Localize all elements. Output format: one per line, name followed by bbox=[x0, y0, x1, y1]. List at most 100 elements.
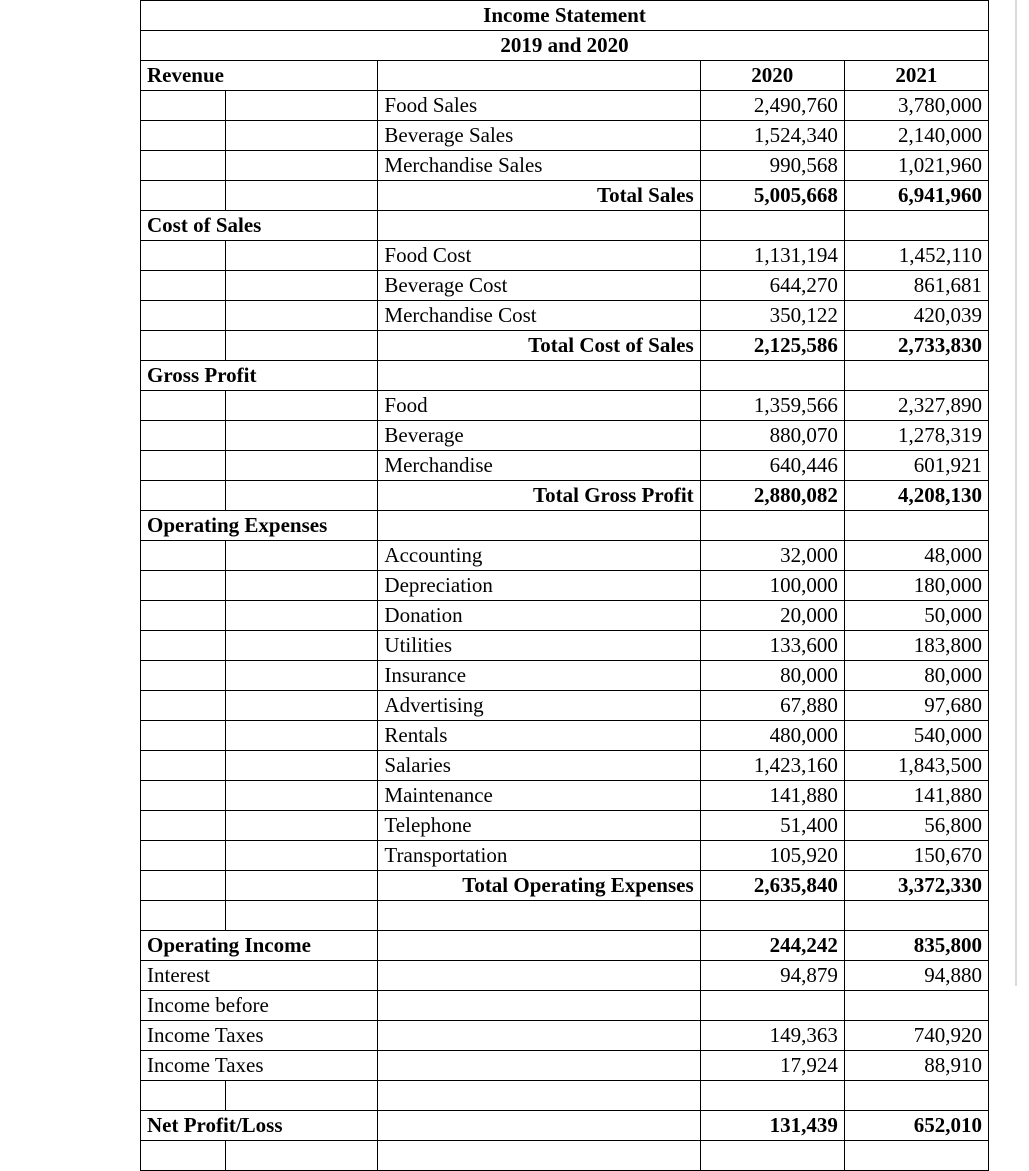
footer-row-3-y1: 149,363 bbox=[700, 1021, 844, 1051]
net-profit-y2: 652,010 bbox=[844, 1111, 988, 1141]
table-row: Telephone51,40056,800 bbox=[141, 811, 989, 841]
gross-profit-row-2-y1: 640,446 bbox=[700, 451, 844, 481]
footer-row-2-y1 bbox=[700, 991, 844, 1021]
operating-expenses-row-4-label: Insurance bbox=[378, 661, 700, 691]
table-row: Net Profit/Loss 131,439652,010 bbox=[141, 1111, 989, 1141]
operating-expenses-row-5-label: Advertising bbox=[378, 691, 700, 721]
cost-of-sales-row-0-y1: 1,131,194 bbox=[700, 241, 844, 271]
revenue-row-0-y2: 3,780,000 bbox=[844, 91, 988, 121]
table-row: Insurance80,00080,000 bbox=[141, 661, 989, 691]
table-row: Food Sales2,490,7603,780,000 bbox=[141, 91, 989, 121]
section-row: Gross Profit bbox=[141, 361, 989, 391]
cost-of-sales-row-1-label: Beverage Cost bbox=[378, 271, 700, 301]
operating-expenses-row-0-label: Accounting bbox=[378, 541, 700, 571]
operating-expenses-row-8-label: Maintenance bbox=[378, 781, 700, 811]
table-row: Interest 94,87994,880 bbox=[141, 961, 989, 991]
table-row: Accounting32,00048,000 bbox=[141, 541, 989, 571]
revenue-total-y2: 6,941,960 bbox=[844, 181, 988, 211]
gross-profit-total-y1: 2,880,082 bbox=[700, 481, 844, 511]
footer-row-4-label: Income Taxes bbox=[141, 1051, 378, 1081]
operating-expenses-row-8-y1: 141,880 bbox=[700, 781, 844, 811]
col-header-year1: 2020 bbox=[700, 61, 844, 91]
operating-expenses-row-9-label: Telephone bbox=[378, 811, 700, 841]
operating-expenses-row-3-label: Utilities bbox=[378, 631, 700, 661]
title-row-1: Income Statement bbox=[141, 1, 989, 31]
gross-profit-total-label: Total Gross Profit bbox=[378, 481, 700, 511]
revenue-row-1-y2: 2,140,000 bbox=[844, 121, 988, 151]
cost-of-sales-row-0-y2: 1,452,110 bbox=[844, 241, 988, 271]
operating-expenses-row-3-y1: 133,600 bbox=[700, 631, 844, 661]
footer-row-1-label: Interest bbox=[141, 961, 378, 991]
operating-expenses-row-3-y2: 183,800 bbox=[844, 631, 988, 661]
footer-row-1-y2: 94,880 bbox=[844, 961, 988, 991]
table-row: Donation20,00050,000 bbox=[141, 601, 989, 631]
operating-expenses-row-1-y1: 100,000 bbox=[700, 571, 844, 601]
footer-row-4-y2: 88,910 bbox=[844, 1051, 988, 1081]
income-statement-table: Income Statement2019 and 2020Revenue 2020… bbox=[140, 0, 989, 1171]
title-line-1: Income Statement bbox=[141, 1, 989, 31]
footer-row-0-y1: 244,242 bbox=[700, 931, 844, 961]
footer-row-0-y2: 835,800 bbox=[844, 931, 988, 961]
table-row: Total Cost of Sales2,125,5862,733,830 bbox=[141, 331, 989, 361]
revenue-row-2-label: Merchandise Sales bbox=[378, 151, 700, 181]
net-profit-y1: 131,439 bbox=[700, 1111, 844, 1141]
operating-expenses-total-label: Total Operating Expenses bbox=[378, 871, 700, 901]
operating-expenses-row-1-y2: 180,000 bbox=[844, 571, 988, 601]
section-header-revenue: Revenue bbox=[141, 61, 378, 91]
revenue-row-0-label: Food Sales bbox=[378, 91, 700, 121]
operating-expenses-row-10-y2: 150,670 bbox=[844, 841, 988, 871]
operating-expenses-total-y1: 2,635,840 bbox=[700, 871, 844, 901]
table-row: Merchandise640,446601,921 bbox=[141, 451, 989, 481]
table-row: Advertising67,88097,680 bbox=[141, 691, 989, 721]
operating-expenses-row-9-y2: 56,800 bbox=[844, 811, 988, 841]
operating-expenses-row-4-y1: 80,000 bbox=[700, 661, 844, 691]
column-header-row: Revenue20202021 bbox=[141, 61, 989, 91]
spacer-row bbox=[141, 1141, 989, 1171]
operating-expenses-row-7-y2: 1,843,500 bbox=[844, 751, 988, 781]
cost-of-sales-total-label: Total Cost of Sales bbox=[378, 331, 700, 361]
cost-of-sales-total-y1: 2,125,586 bbox=[700, 331, 844, 361]
operating-expenses-row-4-y2: 80,000 bbox=[844, 661, 988, 691]
revenue-row-1-y1: 1,524,340 bbox=[700, 121, 844, 151]
table-row: Beverage Sales1,524,3402,140,000 bbox=[141, 121, 989, 151]
table-row: Total Sales5,005,6686,941,960 bbox=[141, 181, 989, 211]
section-row: Operating Expenses bbox=[141, 511, 989, 541]
table-row: Total Gross Profit2,880,0824,208,130 bbox=[141, 481, 989, 511]
table-row: Rentals480,000540,000 bbox=[141, 721, 989, 751]
cost-of-sales-row-2-y1: 350,122 bbox=[700, 301, 844, 331]
table-row: Transportation105,920150,670 bbox=[141, 841, 989, 871]
table-row: Food Cost1,131,1941,452,110 bbox=[141, 241, 989, 271]
gross-profit-row-1-y2: 1,278,319 bbox=[844, 421, 988, 451]
operating-expenses-row-7-y1: 1,423,160 bbox=[700, 751, 844, 781]
spacer-row bbox=[141, 901, 989, 931]
section-header-cost-of-sales: Cost of Sales bbox=[141, 211, 378, 241]
table-row: Salaries1,423,1601,843,500 bbox=[141, 751, 989, 781]
operating-expenses-row-8-y2: 141,880 bbox=[844, 781, 988, 811]
operating-expenses-row-10-y1: 105,920 bbox=[700, 841, 844, 871]
section-row: Cost of Sales bbox=[141, 211, 989, 241]
revenue-total-y1: 5,005,668 bbox=[700, 181, 844, 211]
title-line-2: 2019 and 2020 bbox=[141, 31, 989, 61]
table-row: Depreciation100,000180,000 bbox=[141, 571, 989, 601]
operating-expenses-row-0-y2: 48,000 bbox=[844, 541, 988, 571]
operating-expenses-row-5-y1: 67,880 bbox=[700, 691, 844, 721]
gross-profit-row-1-label: Beverage bbox=[378, 421, 700, 451]
cost-of-sales-row-1-y1: 644,270 bbox=[700, 271, 844, 301]
cost-of-sales-total-y2: 2,733,830 bbox=[844, 331, 988, 361]
operating-expenses-row-2-y2: 50,000 bbox=[844, 601, 988, 631]
title-row-2: 2019 and 2020 bbox=[141, 31, 989, 61]
section-header-operating-expenses: Operating Expenses bbox=[141, 511, 378, 541]
revenue-row-2-y1: 990,568 bbox=[700, 151, 844, 181]
net-profit-label: Net Profit/Loss bbox=[141, 1111, 378, 1141]
revenue-row-1-label: Beverage Sales bbox=[378, 121, 700, 151]
operating-expenses-row-10-label: Transportation bbox=[378, 841, 700, 871]
operating-expenses-row-9-y1: 51,400 bbox=[700, 811, 844, 841]
footer-row-3-label: Income Taxes bbox=[141, 1021, 378, 1051]
footer-row-1-y1: 94,879 bbox=[700, 961, 844, 991]
operating-expenses-total-y2: 3,372,330 bbox=[844, 871, 988, 901]
cost-of-sales-row-2-label: Merchandise Cost bbox=[378, 301, 700, 331]
operating-expenses-row-2-label: Donation bbox=[378, 601, 700, 631]
section-header-gross-profit: Gross Profit bbox=[141, 361, 378, 391]
cost-of-sales-row-2-y2: 420,039 bbox=[844, 301, 988, 331]
gross-profit-row-0-label: Food bbox=[378, 391, 700, 421]
